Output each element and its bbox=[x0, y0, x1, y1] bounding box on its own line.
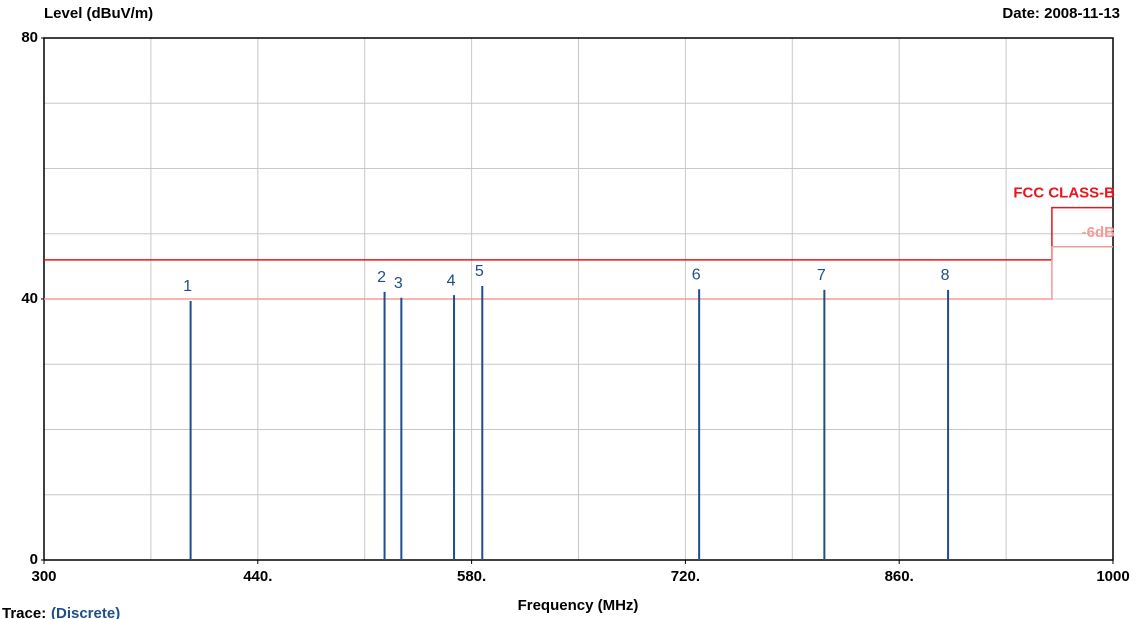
limit-line bbox=[44, 246, 1113, 300]
x-tick-label: 1000 bbox=[1096, 568, 1129, 585]
peak-label: 4 bbox=[447, 272, 456, 289]
trace-label: Trace: bbox=[2, 605, 46, 619]
peak-label: 8 bbox=[941, 267, 950, 284]
y-axis-label: Level (dBuV/m) bbox=[44, 5, 153, 22]
peak-label: 7 bbox=[817, 267, 826, 284]
y-tick-label: 40 bbox=[21, 290, 38, 307]
x-axis-label: Frequency (MHz) bbox=[518, 597, 639, 614]
trace-value: (Discrete) bbox=[51, 605, 120, 619]
y-tick-label: 80 bbox=[21, 29, 38, 46]
x-tick-label: 580. bbox=[457, 568, 486, 585]
peak-label: 1 bbox=[183, 278, 192, 295]
limit-label: -6dB bbox=[1082, 224, 1116, 241]
x-tick-label: 300 bbox=[31, 568, 56, 585]
limit-label: FCC CLASS-B bbox=[1013, 185, 1115, 202]
limit-line bbox=[44, 206, 1113, 261]
x-tick-label: 860. bbox=[885, 568, 914, 585]
x-tick-label: 720. bbox=[671, 568, 700, 585]
peak-label: 3 bbox=[394, 275, 403, 292]
y-tick-label: 0 bbox=[30, 551, 38, 568]
peak-label: 6 bbox=[692, 266, 701, 283]
date: Date: 2008-11-13 bbox=[1002, 5, 1120, 22]
peak-label: 5 bbox=[475, 263, 484, 280]
peak-label: 2 bbox=[377, 269, 386, 286]
x-tick-label: 440. bbox=[243, 568, 272, 585]
